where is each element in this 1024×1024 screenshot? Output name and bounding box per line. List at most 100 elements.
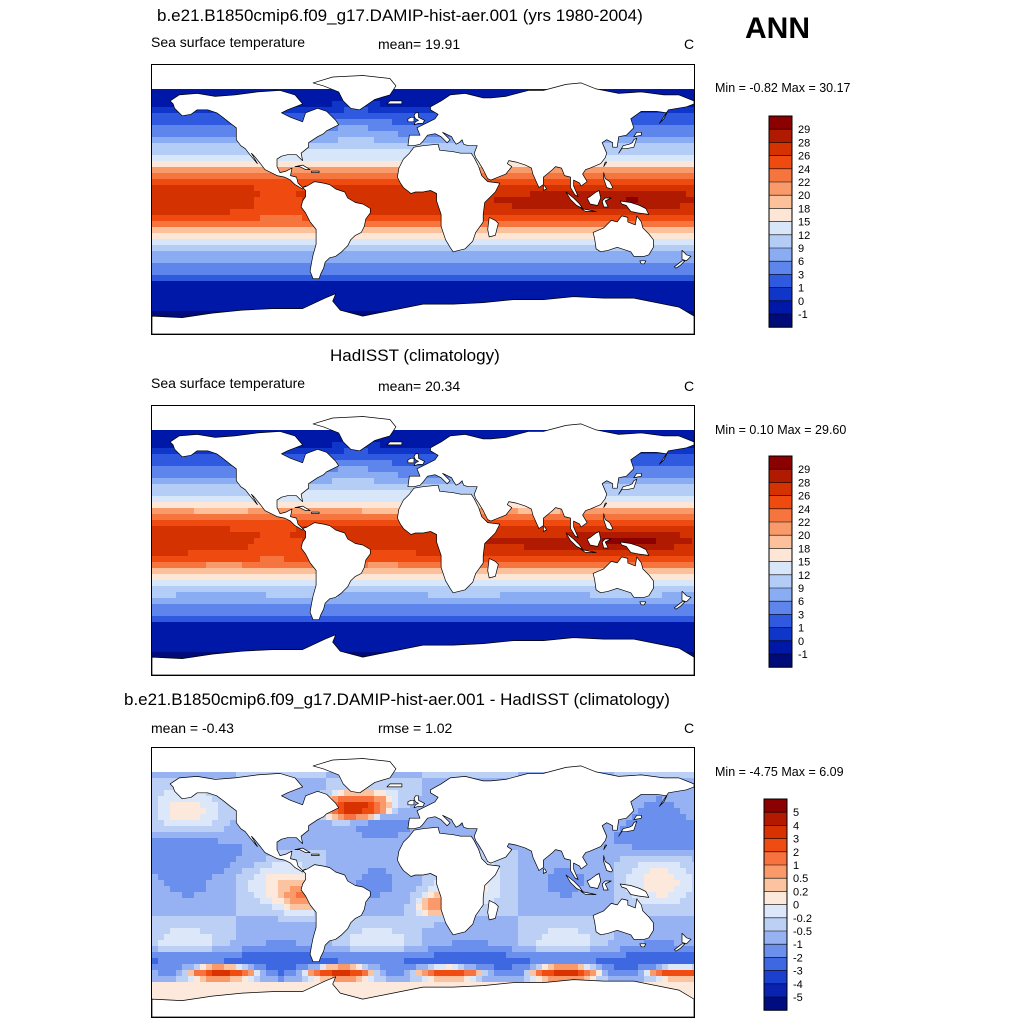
colorbar-swatch — [764, 838, 787, 853]
colorbar-tick-label: 3 — [793, 834, 799, 846]
colorbar-swatch — [769, 234, 792, 249]
colorbar-swatch — [769, 182, 792, 196]
colorbar-swatch — [769, 248, 792, 262]
panel3-rmse-label: rmse = 1.02 — [378, 720, 453, 736]
landmass — [633, 472, 642, 479]
landmass — [619, 883, 650, 898]
season-label: ANN — [745, 12, 810, 45]
landmass — [601, 197, 612, 208]
landmass — [386, 783, 403, 788]
colorbar-tick-label: 28 — [798, 137, 810, 149]
colorbar-tick-label: 1 — [798, 623, 804, 635]
landmass — [386, 100, 403, 105]
landmass — [674, 601, 686, 610]
landmass — [487, 558, 499, 579]
landmass — [639, 260, 647, 265]
colorbar-swatch — [764, 799, 787, 813]
colorbar-swatch — [769, 640, 792, 655]
colorbar-tick-label: 26 — [798, 491, 810, 503]
colorbar-tick-label: 22 — [798, 517, 810, 529]
landmass — [300, 864, 371, 963]
landmass — [592, 215, 654, 257]
colorbar-tick-label: 24 — [798, 504, 810, 516]
panel2-mean-label: mean= 20.34 — [378, 378, 461, 394]
colorbar-tick-label: 20 — [798, 530, 810, 542]
panel2-minmax-label: Min = 0.10 Max = 29.60 — [715, 423, 847, 437]
colorbar-tick-label: 3 — [798, 609, 804, 621]
map-svg — [152, 758, 694, 1017]
colorbar-swatch — [764, 917, 787, 932]
landmass — [681, 249, 692, 262]
landmass — [619, 200, 650, 215]
colorbar-swatch — [769, 482, 792, 496]
colorbar-swatch — [769, 627, 792, 642]
landmass — [674, 260, 686, 269]
landmass — [601, 880, 612, 891]
colorbar-swatch — [769, 287, 792, 302]
landmass — [618, 478, 638, 495]
colorbar-swatch — [769, 574, 792, 589]
colorbar-swatch — [769, 614, 792, 628]
landmass — [603, 502, 608, 508]
colorbar-swatch — [769, 195, 792, 209]
landmass — [294, 164, 311, 170]
colorbar-swatch — [764, 957, 787, 971]
landmass — [311, 511, 320, 514]
panel1-map — [151, 64, 695, 335]
landmass — [312, 75, 397, 111]
colorbar-tick-label: -4 — [793, 979, 803, 991]
landmass — [312, 416, 397, 452]
colorbar-tick-label: 26 — [798, 151, 810, 163]
panel2-variable-label: Sea surface temperature — [151, 375, 306, 391]
landmass — [639, 943, 647, 948]
landmass — [311, 853, 320, 856]
colorbar-swatch — [764, 931, 787, 945]
landmass — [397, 143, 501, 253]
continents — [152, 75, 694, 334]
colorbar-tick-label: 9 — [798, 583, 804, 595]
colorbar-swatch — [769, 208, 792, 222]
colorbar-tick-label: -3 — [793, 966, 803, 978]
colorbar-swatch — [769, 221, 792, 236]
landmass — [603, 844, 608, 850]
colorbar-tick-label: 20 — [798, 190, 810, 202]
colorbar-swatch — [769, 548, 792, 562]
colorbar-swatch — [769, 588, 792, 602]
colorbar-tick-label: 22 — [798, 177, 810, 189]
colorbar-tick-label: -0.2 — [793, 913, 812, 925]
panel3-minmax-label: Min = -4.75 Max = 6.09 — [715, 765, 844, 779]
map-svg — [152, 75, 694, 334]
colorbar-tick-label: 18 — [798, 543, 810, 555]
landmass — [169, 431, 340, 531]
colorbar-tick-label: 1 — [793, 860, 799, 872]
landmass — [300, 181, 371, 280]
panel1-variable-label: Sea surface temperature — [151, 34, 306, 50]
landmass — [543, 185, 547, 191]
colorbar-swatch — [769, 168, 792, 183]
landmass — [543, 526, 547, 532]
landmass — [674, 943, 686, 952]
colorbar-tick-label: 12 — [798, 230, 810, 242]
colorbar-tick-label: 2 — [793, 847, 799, 859]
colorbar-tick-label: 0.5 — [793, 873, 808, 885]
colorbar-swatch — [769, 469, 792, 483]
continents — [152, 416, 694, 675]
colorbar-tick-label: 28 — [798, 477, 810, 489]
landmass — [681, 590, 692, 603]
colorbar-tick-label: -0.5 — [793, 926, 812, 938]
colorbar-tick-label: 3 — [798, 269, 804, 281]
landmass — [413, 112, 425, 126]
panel3-map — [151, 747, 695, 1018]
landmass — [618, 820, 638, 837]
panel1-colorbar: 29 28 26 24 22 20 18 15 12 9 6 3 1 0 -1 — [768, 115, 829, 329]
continents — [152, 758, 694, 1017]
panel2-map — [151, 405, 695, 676]
landmass — [618, 137, 638, 154]
landmass — [601, 538, 612, 549]
colorbar-swatch — [764, 983, 787, 998]
landmass — [407, 799, 415, 806]
colorbar-tick-label: -2 — [793, 952, 803, 964]
landmass — [169, 90, 340, 190]
